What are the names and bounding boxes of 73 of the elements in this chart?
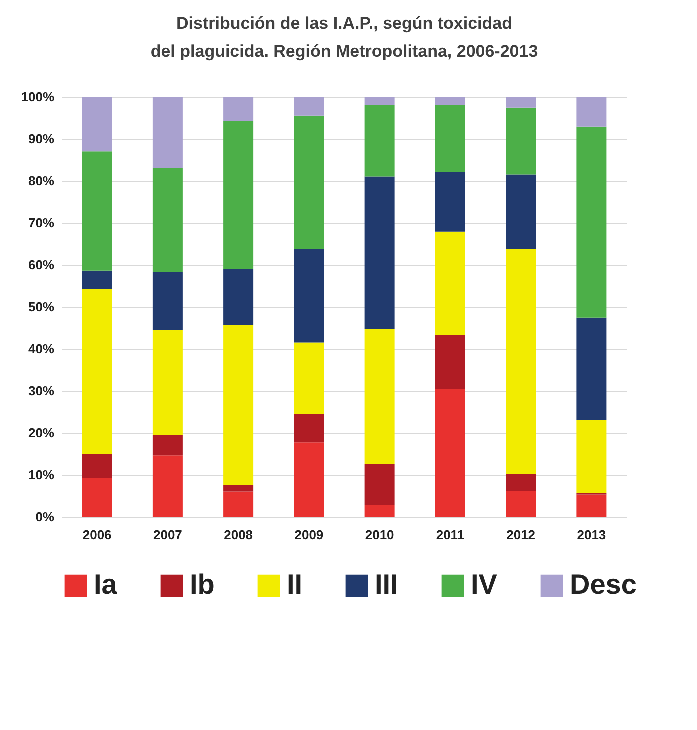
bar — [576, 126, 607, 318]
bar — [364, 105, 395, 177]
x-tick-label: 2010 — [365, 528, 394, 542]
bar — [294, 442, 324, 517]
bar — [435, 97, 466, 106]
y-tick-label: 0% — [36, 510, 55, 524]
y-tick-label: 40% — [28, 342, 55, 356]
bar — [506, 491, 536, 517]
legend-label: IV — [471, 569, 498, 600]
y-tick-label: 100% — [21, 90, 55, 104]
bar — [294, 116, 324, 250]
bar — [506, 97, 536, 108]
bar — [82, 454, 112, 478]
bar — [152, 168, 183, 273]
y-tick-label: 10% — [28, 468, 55, 482]
x-tick-label: 2011 — [436, 528, 465, 542]
bar — [152, 456, 183, 517]
bar — [364, 505, 395, 517]
bar — [576, 494, 607, 517]
bar — [294, 97, 324, 116]
legend-label: II — [287, 569, 303, 600]
y-tick-label: 80% — [28, 174, 55, 188]
bar — [152, 436, 183, 456]
bar — [224, 97, 254, 121]
bar — [224, 486, 254, 492]
bar — [364, 329, 395, 464]
y-tick-label: 20% — [28, 426, 55, 440]
bar — [576, 318, 607, 420]
x-tick-label: 2006 — [82, 528, 112, 542]
bar — [294, 414, 324, 443]
bar — [152, 97, 183, 168]
bar — [506, 108, 536, 175]
x-tick-label: 2013 — [577, 528, 606, 542]
legend-label: Desc — [570, 569, 637, 600]
bar — [82, 478, 112, 517]
bar — [506, 174, 536, 250]
bar — [435, 389, 466, 517]
bar — [294, 249, 324, 343]
bar — [82, 152, 112, 271]
bar — [152, 272, 183, 330]
x-tick-label: 2008 — [224, 528, 254, 542]
x-tick-label: 2007 — [153, 528, 182, 542]
bar — [435, 105, 466, 172]
bar — [224, 325, 254, 486]
bar — [435, 336, 466, 390]
bar — [224, 269, 254, 326]
x-tick-label: 2009 — [294, 528, 324, 542]
y-tick-label: 70% — [28, 216, 55, 230]
y-tick-label: 90% — [28, 132, 55, 146]
y-tick-label: 60% — [28, 258, 55, 272]
legend-label: Ib — [190, 569, 215, 600]
bar — [82, 97, 112, 152]
bar — [224, 120, 254, 270]
bar — [435, 172, 466, 232]
bar — [82, 288, 112, 454]
y-tick-label: 50% — [28, 300, 55, 314]
legend-label: III — [375, 569, 398, 600]
bar — [364, 176, 395, 330]
bar — [506, 249, 536, 474]
bar — [364, 97, 395, 106]
y-tick-label: 30% — [28, 384, 55, 398]
bar — [224, 492, 254, 517]
legend-label: Ia — [94, 569, 118, 600]
bar — [576, 420, 607, 494]
bar — [294, 342, 324, 414]
bar — [506, 474, 536, 492]
bar — [364, 464, 395, 506]
bar — [576, 97, 607, 127]
bar — [435, 232, 466, 336]
chart-title: Distribución de las I.A.P., según toxicidad del plaguicida. Región Metropolitana, 2006-2013 — [150, 14, 538, 61]
x-tick-label: 2012 — [506, 528, 536, 542]
bar — [152, 330, 183, 436]
bar — [82, 270, 112, 289]
